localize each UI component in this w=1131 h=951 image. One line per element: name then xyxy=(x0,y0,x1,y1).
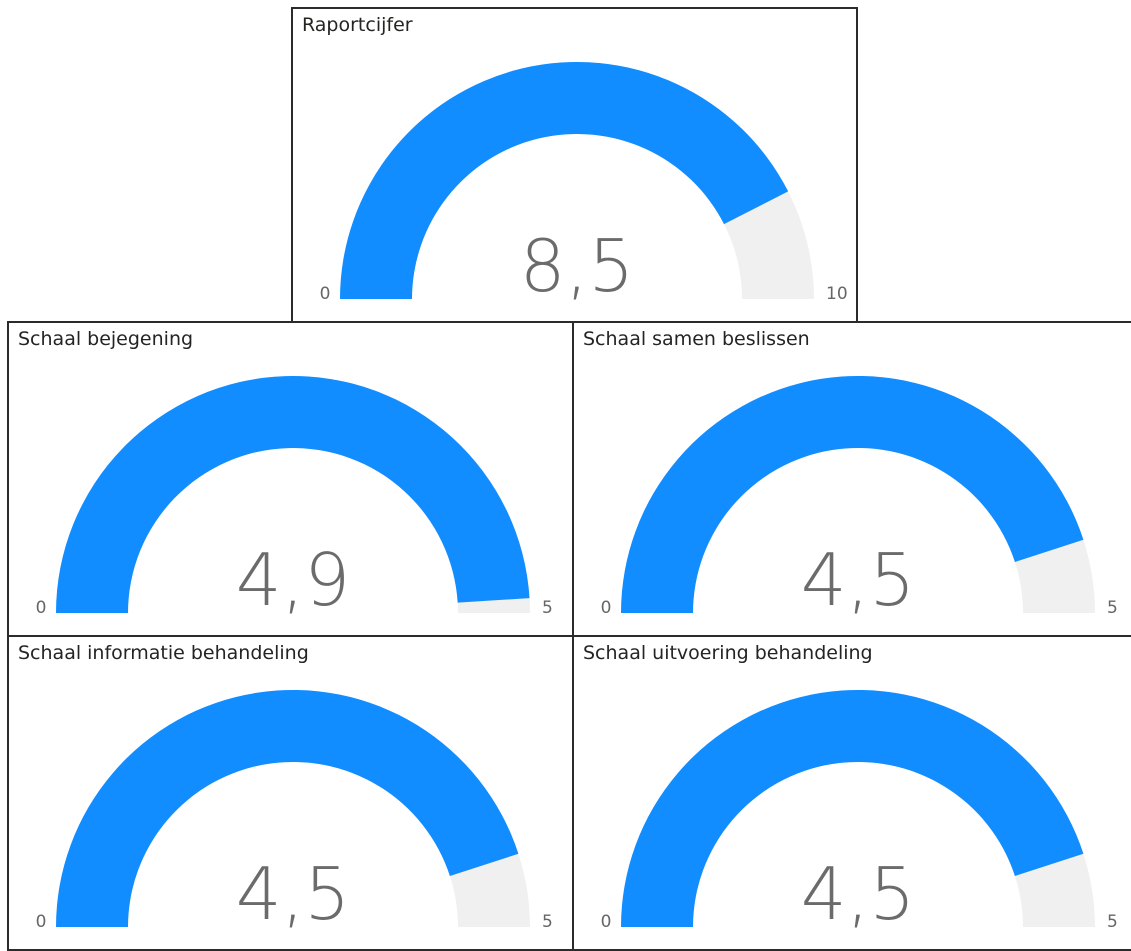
gauge-value-label: 4,9 xyxy=(236,538,351,622)
gauge-card-raportcijfer[interactable]: Raportcijfer 8,5 0 10 xyxy=(291,7,858,323)
gauge-value-label: 8,5 xyxy=(520,224,635,308)
gauge-chart: 8,5 0 10 xyxy=(320,61,848,308)
gauge-value-arc xyxy=(340,61,789,300)
gauge-card-schaal-samen-beslissen[interactable]: Schaal samen beslissen 4,5 0 5 xyxy=(572,321,1131,637)
gauge-value-arc xyxy=(621,690,1084,927)
gauge-min-label: 0 xyxy=(36,598,47,618)
gauge-max-label: 5 xyxy=(542,598,553,618)
gauge-min-label: 0 xyxy=(601,912,612,932)
gauge-chart: 4,5 0 5 xyxy=(601,690,1118,936)
gauge-value-arc xyxy=(56,376,530,613)
gauge-title: Schaal informatie behandeling xyxy=(18,642,309,664)
gauge-min-label: 0 xyxy=(36,912,47,932)
gauge-value-label: 4,5 xyxy=(236,852,351,936)
gauge-value-arc xyxy=(621,376,1084,613)
gauge-max-label: 10 xyxy=(826,284,848,304)
gauge-value-arc xyxy=(56,690,519,927)
gauge-card-schaal-informatie-behandeling[interactable]: Schaal informatie behandeling 4,5 0 5 xyxy=(7,635,574,951)
gauge-max-label: 5 xyxy=(1107,912,1118,932)
gauge-chart: 4,9 0 5 xyxy=(36,376,553,622)
gauge-title: Raportcijfer xyxy=(302,14,413,36)
gauge-min-label: 0 xyxy=(320,284,331,304)
gauge-value-label: 4,5 xyxy=(801,852,916,936)
gauge-max-label: 5 xyxy=(1107,598,1118,618)
gauge-title: Schaal uitvoering behandeling xyxy=(583,642,873,664)
gauge-min-label: 0 xyxy=(601,598,612,618)
gauge-chart: 4,5 0 5 xyxy=(601,376,1118,622)
gauge-title: Schaal bejegening xyxy=(18,328,194,350)
gauge-max-label: 5 xyxy=(542,912,553,932)
gauge-title: Schaal samen beslissen xyxy=(583,328,810,350)
gauge-card-schaal-uitvoering-behandeling[interactable]: Schaal uitvoering behandeling 4,5 0 5 xyxy=(572,635,1131,951)
gauge-chart: 4,5 0 5 xyxy=(36,690,553,936)
gauge-value-label: 4,5 xyxy=(801,538,916,622)
gauge-card-schaal-bejegening[interactable]: Schaal bejegening 4,9 0 5 xyxy=(7,321,574,637)
